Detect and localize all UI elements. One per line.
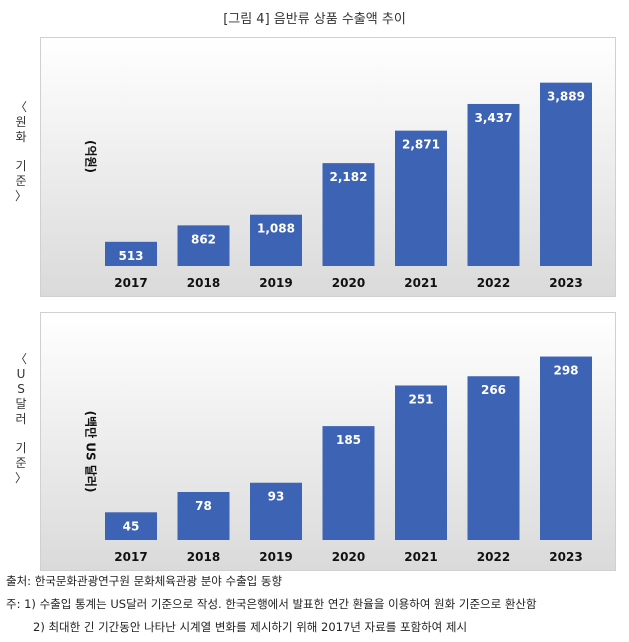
x-tick-label: 2017 [114,550,147,564]
data-label: 2,182 [330,170,368,184]
bar-2017 [105,512,157,540]
bar-2023 [540,356,592,540]
unit-label-krw: (억원) [83,139,98,174]
x-tick-label: 2021 [404,276,437,290]
data-label: 78 [195,499,212,513]
footer-source: 출처: 한국문화관광연구원 문화체육관광 분야 수출입 동향 [6,574,283,588]
footer-note-2: 2) 최대한 긴 기간동안 나타난 시계열 변화를 제시하기 위해 2017년 … [33,620,468,634]
x-tick-label: 2020 [332,550,365,564]
figure-title: [그림 4] 음반류 상품 수출액 추이 [223,12,406,27]
side-label-char: 〈 [14,352,27,366]
bar-2021 [395,385,447,540]
side-label-char: 〈 [14,100,27,114]
bar-2019 [250,482,302,540]
side-label-char: 러 [15,412,27,426]
side-label-char: 원 [15,115,27,129]
bar-2021 [395,130,447,266]
bar-2018 [177,491,230,540]
data-label: 3,889 [547,90,585,104]
unit-label-usd: (백만 US 달러) [83,410,98,493]
side-label-char: 달 [15,397,27,411]
x-tick-label: 2018 [187,276,220,290]
data-label: 185 [336,433,361,447]
side-label-char: 준 [15,174,27,188]
bar-2022 [467,103,520,266]
bar-2017 [105,241,157,266]
x-tick-label: 2021 [404,550,437,564]
side-label-char: 〉 [14,471,27,485]
x-tick-label: 2019 [259,276,292,290]
bar-2020 [322,426,375,540]
x-tick-label: 2023 [549,550,582,564]
footer-note-1: 주: 1) 수출입 통계는 US달러 기준으로 작성. 한국은행에서 발표한 연… [6,597,537,611]
data-label: 513 [118,249,143,263]
bar-chart-svg: 45 2017 78 2018 93 2019 185 2020 251 2021 266 2022 2… [105,356,592,564]
chart-panel-krw: 513 2017 862 2018 1,088 2019 2,182 2020 2,871 202… [40,37,616,297]
x-tick-label: 2017 [114,276,147,290]
side-label-char: U [16,367,26,381]
side-label-char: 〉 [14,189,27,203]
data-label: 93 [268,490,285,504]
data-label: 862 [191,232,216,246]
bar-2019 [250,214,302,266]
side-label-char: 준 [15,456,27,470]
data-label: 1,088 [257,222,295,236]
x-tick-label: 2020 [332,276,365,290]
x-tick-label: 2018 [187,550,220,564]
side-label-char: 기 [15,159,27,173]
chart-panel-usd: 45 2017 78 2018 93 2019 185 2020 251 2021 266 2022 2… [40,312,616,571]
bar-2020 [322,163,375,266]
bar-2022 [467,376,520,540]
data-label: 45 [123,519,140,533]
side-label-char: 기 [15,441,27,455]
x-tick-label: 2019 [259,550,292,564]
bar-2023 [540,82,592,266]
bar-chart-svg: 513 2017 862 2018 1,088 2019 2,182 2020 2,871 202… [105,82,592,290]
data-label: 298 [553,364,578,378]
data-label: 266 [481,383,506,397]
side-label-char: S [17,382,25,396]
x-tick-label: 2023 [549,276,582,290]
data-label: 251 [408,392,433,406]
bar-2018 [177,225,230,266]
side-label-char: 화 [15,130,27,144]
data-label: 2,871 [402,138,440,152]
data-label: 3,437 [475,111,513,125]
x-tick-label: 2022 [477,550,510,564]
x-tick-label: 2022 [477,276,510,290]
